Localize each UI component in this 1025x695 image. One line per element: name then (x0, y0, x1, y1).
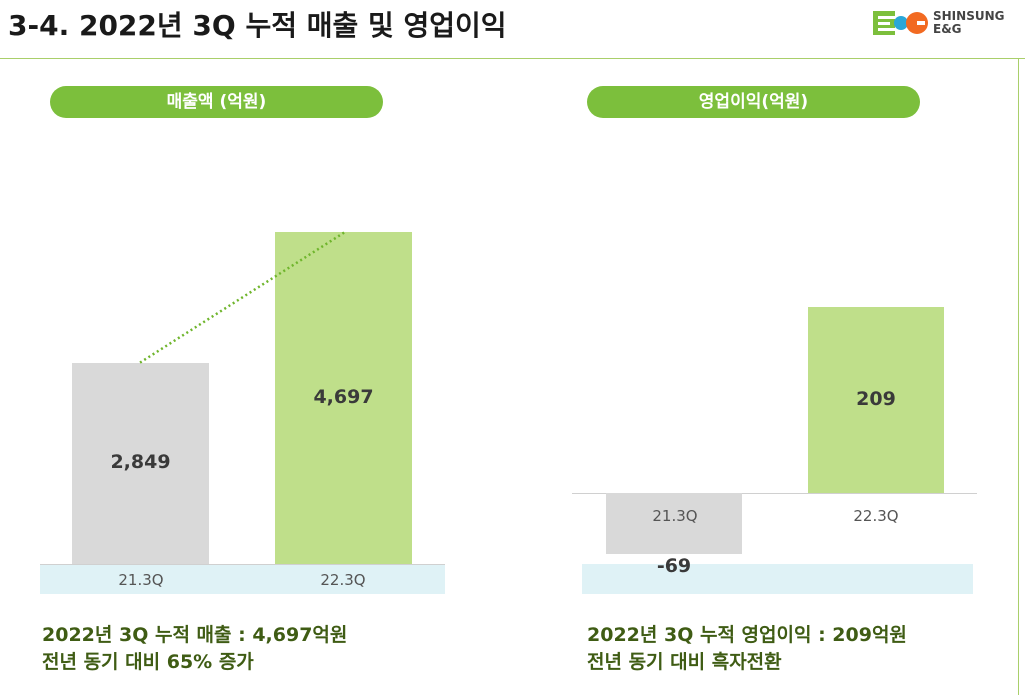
sales-bar-22-3q (275, 232, 412, 564)
title-divider (0, 58, 1025, 59)
sales-caption-line1: 2022년 3Q 누적 매출 : 4,697억원 (42, 624, 348, 646)
logo-text-line1: SHINSUNG (933, 9, 1005, 23)
sales-category-band (40, 564, 445, 594)
sales-value-label-21-3q: 2,849 (110, 451, 171, 474)
logo-text-line2: E&G (933, 22, 962, 36)
sales-chart-title: 매출액 (억원) (50, 86, 383, 118)
sales-caption: 2022년 3Q 누적 매출 : 4,697억원 전년 동기 대비 65% 증가 (42, 622, 347, 676)
sales-caption-line2: 전년 동기 대비 65% 증가 (42, 651, 254, 673)
profit-caption-line1: 2022년 3Q 누적 영업이익 : 209억원 (587, 624, 907, 646)
sales-value-label-22-3q: 4,697 (313, 386, 374, 408)
logo-mark-icon (873, 11, 928, 35)
profit-value-label-21-3q: -69 (656, 555, 692, 578)
sales-baseline (40, 564, 445, 565)
profit-category-21-3q: 21.3Q (652, 507, 698, 525)
profit-caption-line2: 전년 동기 대비 흑자전환 (587, 651, 782, 673)
sales-category-21-3q: 21.3Q (118, 571, 164, 589)
sales-bar-21-3q (72, 362, 209, 564)
page-title: 3-4. 2022년 3Q 누적 매출 및 영업이익 (8, 9, 507, 42)
right-border (1018, 58, 1019, 695)
profit-bar-21-3q (606, 493, 742, 555)
profit-zero-axis (572, 493, 977, 494)
profit-caption: 2022년 3Q 누적 영업이익 : 209억원 전년 동기 대비 흑자전환 (587, 622, 907, 676)
profit-category-22-3q: 22.3Q (853, 507, 899, 525)
profit-bar-22-3q (808, 307, 944, 493)
profit-chart-title: 영업이익(억원) (587, 86, 920, 118)
profit-bottom-band (582, 564, 973, 594)
sales-category-22-3q: 22.3Q (320, 571, 366, 589)
company-logo: SHINSUNG E&G (873, 6, 1023, 40)
profit-value-label-22-3q: 209 (856, 388, 896, 410)
